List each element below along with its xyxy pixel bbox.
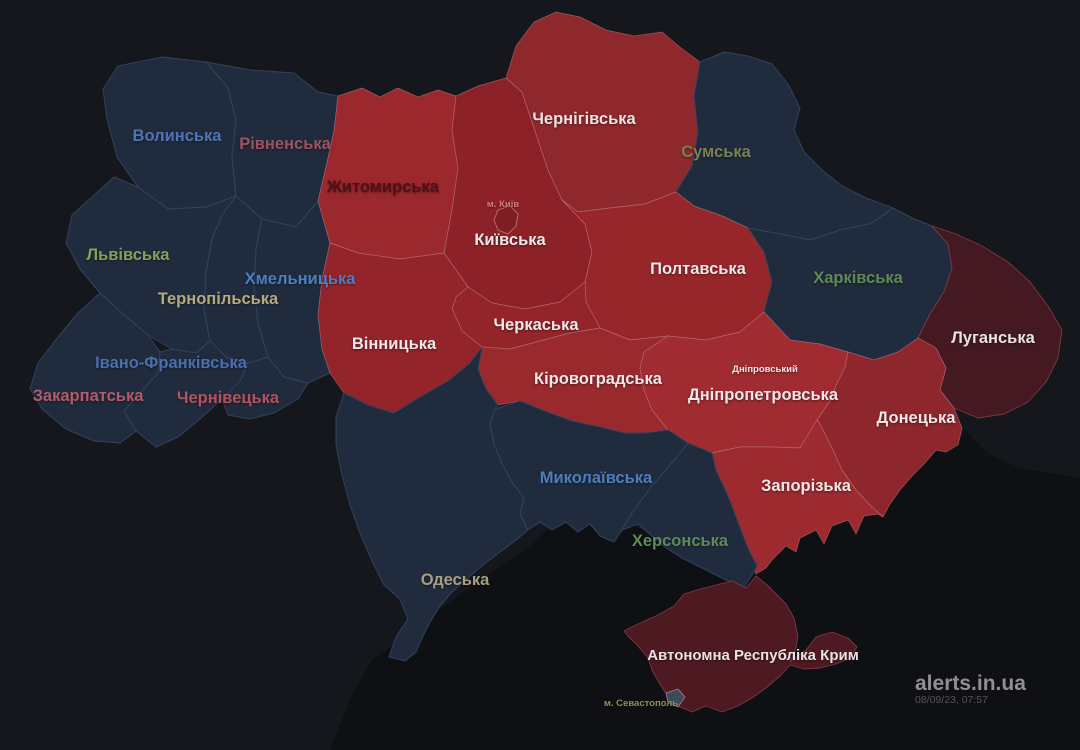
map-timestamp: 08/09/23, 07:57 [915,694,988,706]
region-zakarpatska[interactable] [29,292,161,444]
region-kyiv-city[interactable] [493,205,519,235]
region-luhanska[interactable] [917,225,1063,419]
region-crimea[interactable] [623,575,858,713]
region-sevastopol-city[interactable] [665,688,686,708]
site-watermark: alerts.in.ua [915,672,1026,695]
region-khersonska[interactable] [621,442,758,591]
region-chernivetska[interactable] [221,356,309,420]
region-zhytomyrska[interactable] [317,87,459,260]
region-odeska[interactable] [335,346,529,662]
